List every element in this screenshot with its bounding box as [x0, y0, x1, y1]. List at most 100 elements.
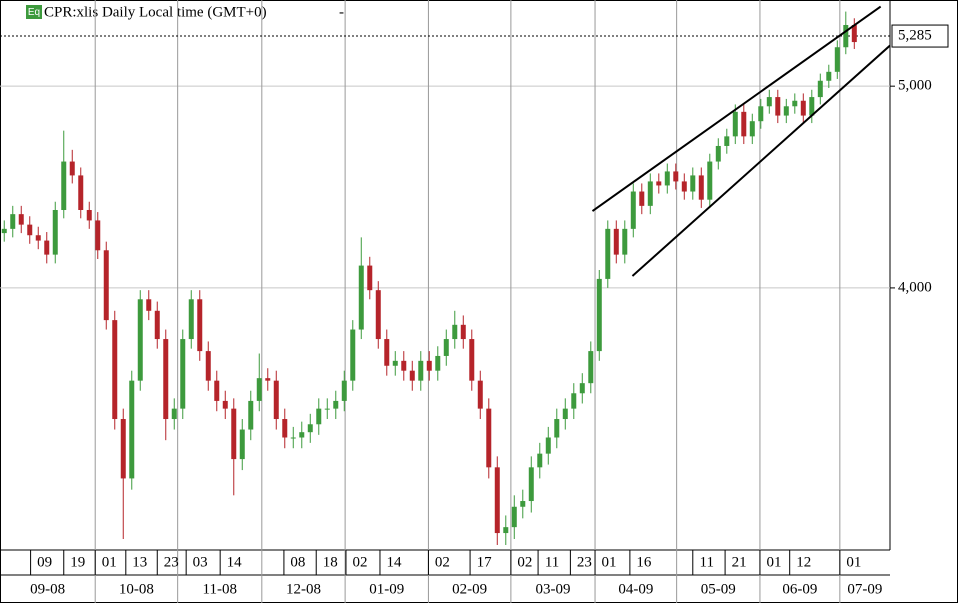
day-label: 01 [602, 554, 617, 570]
candle-body [282, 419, 288, 438]
candle-body [758, 106, 764, 122]
candle-body [681, 181, 687, 192]
day-label: 21 [732, 554, 747, 570]
day-label: 11 [545, 554, 559, 570]
day-label: 14 [227, 554, 243, 570]
day-label: 02 [435, 554, 450, 570]
candle-body [528, 467, 534, 502]
candle-body [630, 191, 636, 229]
candle-body [741, 111, 747, 137]
candle-body [231, 408, 237, 460]
candle-body [494, 467, 500, 534]
y-tick-label: 4,000 [898, 279, 932, 295]
candle-body [392, 360, 398, 366]
month-label: 11-08 [203, 581, 237, 597]
day-label: 13 [132, 554, 147, 570]
candle-body [273, 380, 279, 420]
candle-body [435, 355, 441, 371]
candle-body [367, 265, 373, 291]
candle-body [443, 339, 449, 356]
day-label: 01 [766, 554, 781, 570]
candle-body [851, 24, 857, 43]
candle-body [596, 278, 602, 352]
candle-body [44, 240, 50, 255]
month-label: 10-08 [119, 581, 154, 597]
candle-body [299, 432, 305, 438]
candle-body [588, 351, 594, 384]
candle-body [800, 100, 806, 116]
candle-body [647, 181, 653, 206]
candle-body [333, 400, 339, 409]
candle-body [486, 408, 492, 468]
candle-body [384, 339, 390, 366]
candle-body [358, 265, 364, 330]
day-label: 08 [290, 554, 305, 570]
month-label: 07-09 [847, 581, 882, 597]
candle-body [69, 161, 75, 176]
candle-body [18, 214, 24, 225]
month-label: 04-09 [618, 581, 653, 597]
eq-icon-label: Eq [28, 7, 40, 18]
candle-body [698, 175, 704, 200]
candle-body [792, 100, 798, 107]
candle-body [350, 329, 356, 381]
month-label: 02-09 [452, 581, 487, 597]
candle-body [27, 224, 33, 236]
day-label: 11 [700, 554, 714, 570]
candle-body [290, 437, 296, 439]
candle-body [95, 220, 101, 251]
day-label: 23 [164, 554, 179, 570]
candle-body [817, 80, 823, 98]
candle-body [673, 171, 679, 182]
day-label: 01 [846, 554, 861, 570]
candle-body [843, 24, 849, 48]
candle-body [180, 339, 186, 409]
candle-body [783, 106, 789, 116]
day-label: 02 [517, 554, 532, 570]
candle-body [477, 380, 483, 409]
candle-body [61, 161, 67, 210]
day-label: 17 [477, 554, 493, 570]
candle-body [205, 351, 211, 381]
day-label: 09 [37, 554, 52, 570]
candle-body [188, 299, 194, 340]
candle-body [426, 360, 432, 371]
candle-body [732, 111, 738, 137]
candle-body [307, 424, 313, 433]
candle-body [248, 400, 254, 430]
candle-body [715, 145, 721, 162]
candle-body [146, 299, 152, 311]
candle-body [520, 501, 526, 507]
candle-body [418, 360, 424, 381]
dropdown-arrow[interactable]: - [339, 4, 344, 20]
day-label: 01 [102, 554, 117, 570]
candle-body [622, 228, 628, 255]
candle-body [316, 408, 322, 425]
month-label: 09-08 [30, 581, 65, 597]
candle-body [826, 71, 832, 81]
candle-body [834, 47, 840, 72]
candle-body [86, 209, 92, 221]
candle-body [214, 380, 220, 401]
chart-title: CPR:xlis Daily Local time (GMT+0) [44, 4, 267, 20]
candle-body [409, 370, 415, 381]
candle-body [639, 191, 645, 206]
eq-icon [26, 5, 42, 19]
day-label: 02 [352, 554, 367, 570]
candle-body [222, 400, 228, 409]
candle-body [571, 393, 577, 409]
candle-body [511, 506, 517, 528]
candle-body [10, 214, 16, 229]
candle-body [120, 419, 126, 479]
candle-body [1, 228, 7, 234]
candle-body [452, 324, 458, 340]
last-price-label: 5,285 [898, 27, 932, 43]
candle-body [112, 320, 118, 420]
candle-body [775, 97, 781, 116]
day-label: 23 [577, 554, 592, 570]
candle-body [78, 175, 84, 210]
day-label: 12 [796, 554, 811, 570]
candle-body [545, 437, 551, 454]
candle-body [613, 228, 619, 255]
